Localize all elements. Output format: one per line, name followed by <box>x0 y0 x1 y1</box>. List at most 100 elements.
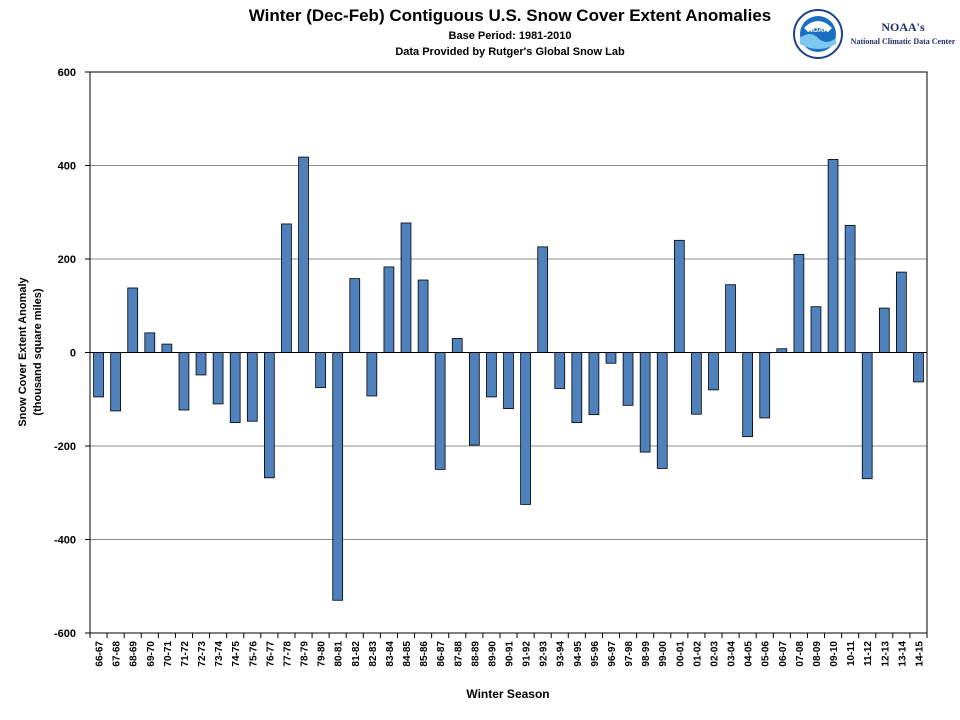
ncdc-wordmark-line1: NOAA's <box>881 20 925 34</box>
x-tick-label: 01-02 <box>692 641 703 667</box>
bar <box>708 352 719 391</box>
bar <box>417 279 429 353</box>
x-tick-label: 06-07 <box>778 641 789 667</box>
x-tick-label: 86-87 <box>436 641 447 667</box>
bar <box>810 306 822 353</box>
y-tick-label: 200 <box>58 254 76 266</box>
x-tick-label: 02-03 <box>709 641 720 667</box>
bar <box>639 352 651 453</box>
bar <box>673 239 685 353</box>
x-tick-label: 90-91 <box>505 641 516 667</box>
bar <box>264 352 275 479</box>
x-tick-label: 89-90 <box>487 641 498 667</box>
x-tick-label: 88-89 <box>470 641 481 667</box>
bar <box>520 352 531 505</box>
x-axis-title: Winter Season <box>466 687 549 701</box>
bar <box>195 352 207 376</box>
x-tick-label: 11-12 <box>863 641 874 666</box>
x-tick-label: 84-85 <box>402 641 413 667</box>
y-tick-label: -200 <box>54 441 76 453</box>
x-tick-label: 67-68 <box>112 641 123 667</box>
x-tick-label: 03-04 <box>727 641 738 667</box>
x-tick-label: 66-67 <box>95 641 106 667</box>
x-tick-label: 85-86 <box>419 641 430 667</box>
bar <box>400 222 412 353</box>
x-tick-label: 92-93 <box>539 641 550 667</box>
chart-subtitle-data-source: Data Provided by Rutger's Global Snow La… <box>395 46 625 58</box>
bar <box>861 352 873 480</box>
bar <box>878 307 890 353</box>
x-tick-label: 71-72 <box>180 641 191 667</box>
noaa-seal-wave <box>800 34 836 49</box>
x-tick-label: 10-11 <box>846 641 857 666</box>
bar <box>281 223 292 353</box>
x-tick-label: 14-15 <box>914 641 925 667</box>
x-tick-label: 77-78 <box>282 641 293 667</box>
x-tick-label: 93-94 <box>556 641 567 667</box>
bar <box>127 287 139 353</box>
x-tick-label: 96-97 <box>607 641 618 667</box>
bar <box>725 284 736 353</box>
ncdc-wordmark-line2: National Climatic Data Center <box>850 37 956 46</box>
bar <box>178 352 190 411</box>
y-tick-labels: -600 -400 -200 0 200 400 600 <box>54 67 90 640</box>
chart-subtitle-base-period: Base Period: 1981-2010 <box>448 30 572 42</box>
x-tick-label: 97-98 <box>624 641 635 667</box>
x-tick-label: 99-00 <box>658 641 669 667</box>
x-tick-label: 76-77 <box>265 641 276 667</box>
noaa-logo: NOAA <box>793 9 843 59</box>
bar <box>161 343 173 353</box>
bar <box>332 352 344 601</box>
x-tick-label: 05-06 <box>761 641 772 667</box>
x-tick-label: 95-96 <box>590 641 601 667</box>
noaa-seal-bird <box>804 21 832 32</box>
bar <box>793 253 805 353</box>
x-tick-label: 91-92 <box>522 641 533 667</box>
x-tick-label: 75-76 <box>248 641 259 667</box>
x-tick-label: 94-95 <box>573 641 584 667</box>
x-tick-label: 08-09 <box>812 641 823 667</box>
bar <box>110 352 121 412</box>
axes <box>89 71 928 634</box>
chart-title: Winter (Dec-Feb) Contiguous U.S. Snow Co… <box>248 6 772 25</box>
x-tick-label: 70-71 <box>163 641 174 667</box>
bar <box>468 352 480 446</box>
bar <box>212 352 224 405</box>
bar <box>349 278 361 353</box>
y-axis-title-line2: (thousand square miles) <box>32 288 44 415</box>
bar <box>451 338 463 353</box>
noaa-seal-text: NOAA <box>808 27 829 34</box>
bar <box>913 352 924 383</box>
bar <box>298 156 309 353</box>
bar <box>554 352 566 389</box>
bar <box>588 352 600 416</box>
x-tick-label: 09-10 <box>829 641 840 667</box>
bar <box>93 352 104 398</box>
bar <box>896 271 907 353</box>
ncdc-wordmark: NOAA's National Climatic Data Center <box>848 20 958 46</box>
bar <box>742 352 753 438</box>
bar <box>537 246 549 353</box>
bar <box>246 352 258 422</box>
bar <box>759 352 771 419</box>
x-tick-label: 68-69 <box>129 641 140 667</box>
bar <box>503 352 514 409</box>
bars <box>93 156 924 601</box>
x-tick-label: 87-88 <box>453 641 464 667</box>
y-tick-label: -400 <box>54 535 76 547</box>
bar <box>144 332 156 353</box>
bar <box>622 352 634 406</box>
bar <box>571 352 583 424</box>
x-tick-labels: 66-67 67-68 68-69 69-70 70-71 71-72 72-73 73-74… <box>89 633 928 667</box>
x-tick-label: 12-13 <box>880 641 891 667</box>
x-tick-label: 07-08 <box>795 641 806 667</box>
x-tick-label: 81-82 <box>351 641 362 667</box>
bar <box>691 352 702 415</box>
x-tick-label: 74-75 <box>231 641 242 667</box>
bar <box>383 266 395 353</box>
x-tick-label: 72-73 <box>197 641 208 667</box>
bar <box>776 348 788 353</box>
bar <box>229 352 241 424</box>
x-tick-label: 00-01 <box>675 641 686 667</box>
bar <box>656 352 668 469</box>
